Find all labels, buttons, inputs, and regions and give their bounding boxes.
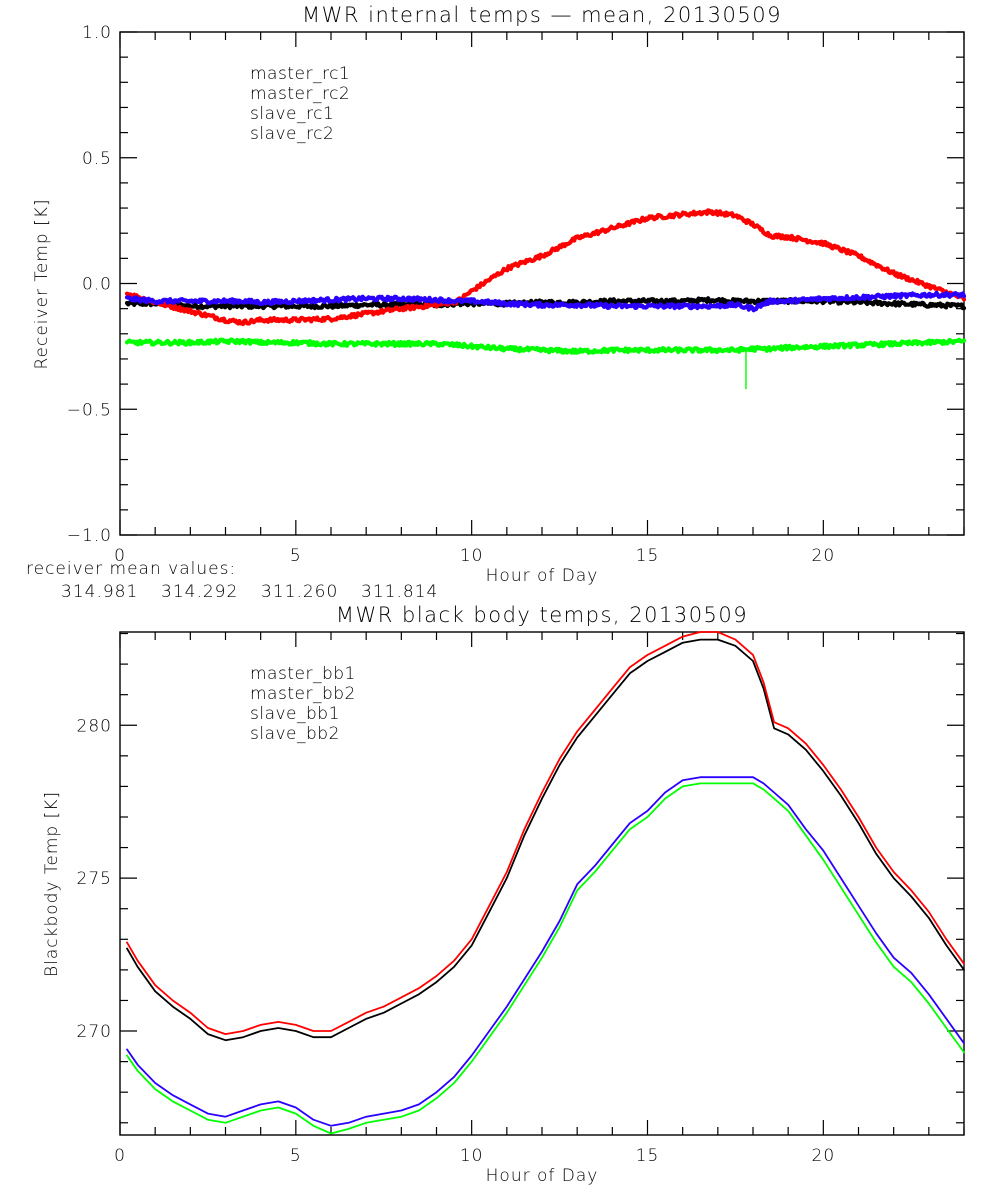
x-tick-label: 15: [636, 546, 660, 566]
series-line-master_rc2: [124, 208, 967, 327]
summary-value-slave-rc2: 311.814: [361, 582, 438, 602]
y-tick-labels: 270 275 280: [77, 716, 112, 1042]
summary-label: receiver mean values:: [26, 559, 236, 579]
x-tick-label: 20: [812, 546, 836, 566]
series-group: [124, 208, 967, 390]
legend-entry-master_bb2: master_bb2: [250, 684, 356, 704]
receiver-mean-summary: receiver mean values: 314.981 314.292 31…: [26, 559, 438, 602]
summary-value-master-rc2: 314.292: [161, 582, 238, 602]
x-tick-label: 0: [114, 1146, 126, 1166]
plot-frame: [119, 31, 965, 536]
y-tick-label: −1.0: [67, 526, 112, 546]
series-line-slave_rc2: [124, 337, 967, 355]
chart-title: MWR internal temps — mean, 20130509: [302, 3, 782, 27]
legend-entry-slave_bb2: slave_bb2: [250, 724, 340, 744]
legend-entry-slave_rc2: slave_rc2: [250, 124, 334, 144]
axis-ticks: [119, 31, 965, 536]
x-axis-label: Hour of Day: [486, 1166, 599, 1186]
y-axis-label: Receiver Temp [K]: [32, 198, 52, 369]
legend-entry-slave_bb1: slave_bb1: [250, 704, 340, 724]
y-tick-label: −0.5: [67, 400, 112, 420]
series-line-master_bb2: [126, 631, 965, 1035]
series-line-master_bb1: [126, 638, 965, 1042]
x-tick-label: 10: [460, 1146, 484, 1166]
blackbody-temp-panel: MWR black body temps, 20130509 270 275 280…: [42, 603, 965, 1186]
legend-entry-master_rc1: master_rc1: [250, 64, 350, 84]
y-tick-label: 275: [77, 869, 112, 889]
series-line-slave_bb2: [126, 782, 965, 1135]
summary-value-master-rc1: 314.981: [61, 582, 138, 602]
y-tick-label: 270: [77, 1022, 112, 1042]
x-tick-label: 15: [636, 1146, 660, 1166]
summary-value-slave-rc1: 311.260: [261, 582, 338, 602]
y-tick-label: 1.0: [82, 23, 112, 43]
x-tick-label: 0: [114, 546, 126, 566]
y-tick-labels: −1.0 −0.5 0.0 0.5 1.0: [67, 23, 112, 546]
x-tick-labels: 0 5 10 15 20: [114, 546, 836, 566]
y-axis-label: Blackbody Temp [K]: [42, 791, 62, 977]
x-tick-label: 5: [290, 546, 302, 566]
legend-entry-slave_rc1: slave_rc1: [250, 104, 334, 124]
x-tick-label: 20: [812, 1146, 836, 1166]
y-tick-label: 0.5: [82, 149, 112, 169]
series-line-slave_bb1: [126, 776, 965, 1127]
x-tick-label: 10: [460, 546, 484, 566]
legend-entry-master_bb1: master_bb1: [250, 664, 356, 684]
chart-title: MWR black body temps, 20130509: [336, 603, 748, 627]
y-tick-label: 280: [77, 716, 112, 736]
x-tick-label: 5: [290, 1146, 302, 1166]
x-axis-label: Hour of Day: [486, 566, 599, 586]
series-group: [126, 631, 965, 1135]
x-tick-labels: 0 5 10 15 20: [114, 1146, 836, 1166]
y-tick-label: 0.0: [82, 275, 112, 295]
series-line-slave_rc1: [124, 290, 967, 313]
receiver-temp-panel: MWR internal temps — mean, 20130509 −1.0…: [32, 3, 967, 586]
axis-ticks: [119, 632, 965, 1135]
legend-entry-master_rc2: master_rc2: [250, 84, 350, 104]
